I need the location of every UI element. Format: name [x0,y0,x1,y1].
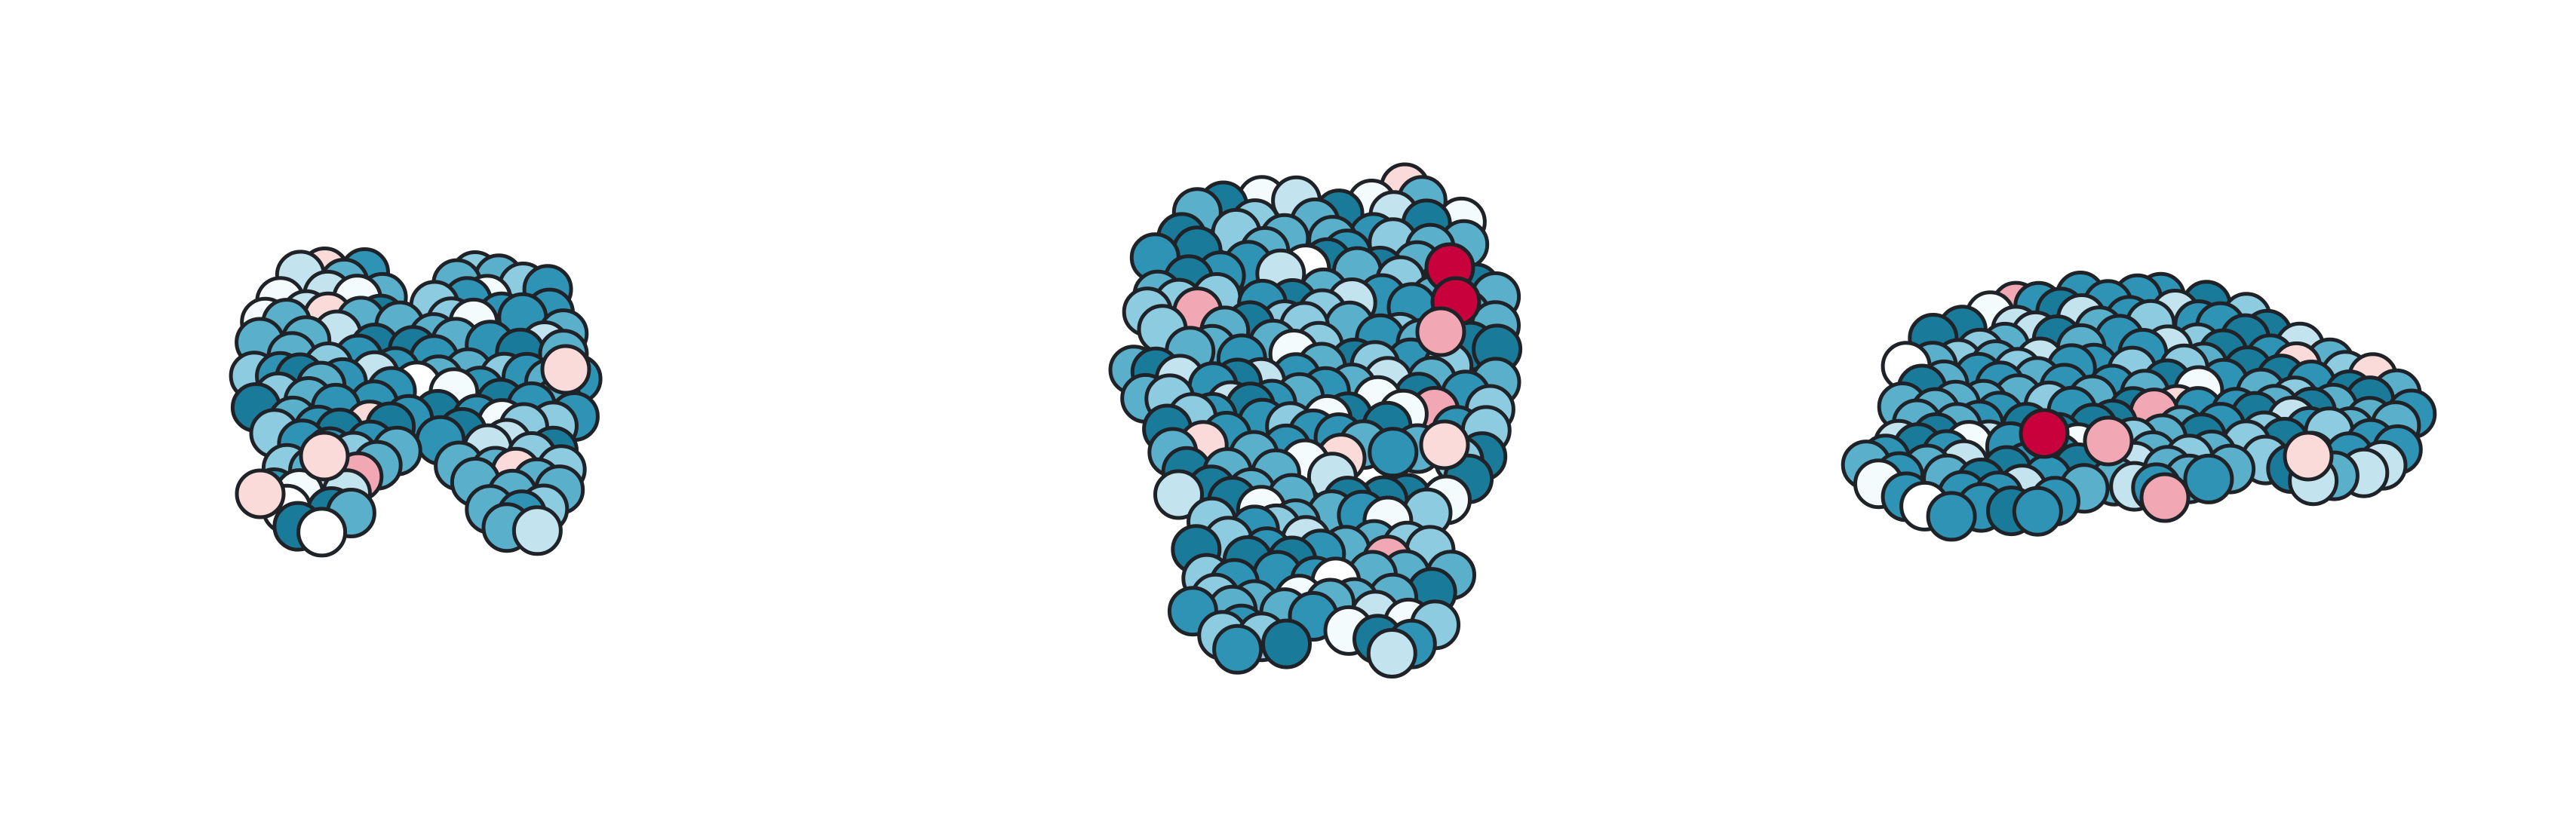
brain-node [1212,623,1263,675]
brain-node-highlight [299,430,350,482]
brain-node-highlight [2019,408,2070,459]
brain-node-highlight [2083,415,2134,467]
brain-node [1366,628,1417,679]
brain-node [1368,427,1419,478]
brain-node-highlight [540,344,591,395]
sagittal-view [1841,271,2437,542]
brain-node-highlight [235,468,286,519]
brain-node [1153,469,1204,520]
brain-node-highlight [2283,430,2334,482]
brain-node [511,505,563,556]
brain-node-highlight [1415,306,1466,357]
brain-node [296,507,348,558]
brain-node-highlight [2139,472,2191,523]
axial-view [1108,162,1523,679]
brain-node [1261,618,1312,669]
coronal-view [229,247,603,558]
brain-node-highlight [1419,419,1470,470]
brain-node [1926,491,1977,542]
brain-node [2012,486,2063,537]
brain-node [2183,453,2234,504]
